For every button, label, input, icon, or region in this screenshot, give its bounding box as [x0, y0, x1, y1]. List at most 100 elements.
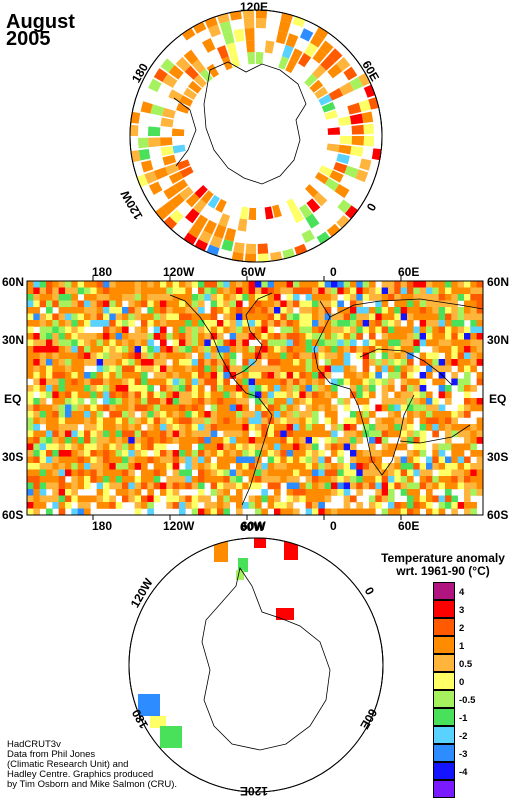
anomaly-cell	[343, 281, 351, 288]
anomaly-cell	[331, 287, 338, 295]
anomaly-cell	[141, 417, 148, 425]
anomaly-cell	[52, 346, 59, 353]
anomaly-cell	[451, 372, 458, 379]
anomaly-cell	[115, 339, 123, 347]
anomaly-cell	[407, 359, 414, 366]
anomaly-cell	[432, 417, 439, 425]
legend-tick-label: 2	[459, 623, 465, 634]
anomaly-cell	[153, 398, 161, 405]
anomaly-cell	[274, 372, 281, 379]
anomaly-cell	[248, 320, 256, 327]
anomaly-cell	[248, 385, 256, 392]
anomaly-cell	[369, 313, 376, 321]
anomaly-cell	[343, 482, 351, 490]
anomaly-cell	[236, 333, 243, 340]
anomaly-cell	[179, 495, 186, 503]
anomaly-cell	[141, 502, 148, 509]
anomaly-cell	[204, 437, 211, 444]
anomaly-cell	[248, 411, 256, 418]
anomaly-cell	[115, 378, 123, 386]
anomaly-cell	[46, 339, 53, 347]
title-year: 2005	[6, 28, 51, 50]
legend-swatch	[433, 744, 455, 762]
anomaly-cell	[204, 411, 211, 418]
anomaly-cell	[160, 450, 167, 457]
anomaly-cell	[312, 469, 319, 477]
anomaly-cell	[457, 333, 465, 340]
anomaly-cell	[388, 294, 395, 301]
anomaly-cell	[33, 469, 40, 477]
anomaly-cell	[191, 307, 199, 314]
mid-bottom-label-120w: 120W	[163, 519, 195, 533]
anomaly-cell	[223, 313, 230, 321]
anomaly-cell	[160, 437, 167, 444]
anomaly-cell	[255, 307, 262, 314]
anomaly-cell	[286, 404, 294, 412]
anomaly-cell	[130, 111, 141, 124]
anomaly-cell	[172, 352, 180, 360]
anomaly-cell	[407, 476, 414, 483]
anomaly-cell	[426, 398, 433, 405]
anomaly-cell	[356, 307, 363, 314]
anomaly-cell	[445, 417, 452, 425]
anomaly-cell	[362, 476, 370, 483]
anomaly-cell	[236, 489, 243, 496]
anomaly-cell	[419, 469, 427, 477]
anomaly-cell	[128, 450, 135, 457]
anomaly-cell	[198, 359, 205, 366]
legend-tick-label: 0	[459, 677, 465, 688]
anomaly-cell	[134, 417, 142, 425]
anomaly-cell	[432, 320, 439, 327]
anomaly-cell	[312, 456, 319, 464]
anomaly-cell	[464, 346, 471, 353]
anomaly-cell	[179, 385, 186, 392]
anomaly-cell	[71, 346, 78, 353]
anomaly-cell	[160, 352, 167, 360]
anomaly-cell	[286, 411, 294, 418]
anomaly-cell	[286, 489, 294, 496]
anomaly-cell	[457, 482, 465, 490]
anomaly-cell	[419, 411, 427, 418]
anomaly-cell	[141, 411, 148, 418]
anomaly-cell	[470, 469, 477, 477]
anomaly-cell	[58, 495, 66, 503]
anomaly-cell	[179, 424, 186, 431]
anomaly-cell	[239, 206, 249, 220]
anomaly-cell	[267, 424, 275, 431]
anomaly-cell	[312, 391, 319, 399]
anomaly-cell	[343, 469, 351, 477]
anomaly-cell	[267, 320, 275, 327]
anomaly-cell	[109, 313, 116, 321]
anomaly-cell	[255, 424, 262, 431]
anomaly-cell	[324, 391, 332, 399]
anomaly-cell	[198, 430, 205, 438]
anomaly-cell	[457, 404, 465, 412]
anomaly-cell	[457, 463, 465, 470]
anomaly-cell	[27, 320, 34, 327]
anomaly-cell	[413, 469, 420, 477]
legend-tick-label: -3	[459, 749, 468, 760]
anomaly-cell	[331, 346, 338, 353]
anomaly-cell	[451, 411, 458, 418]
anomaly-cell	[115, 411, 123, 418]
anomaly-cell	[274, 437, 281, 444]
anomaly-cell	[331, 378, 338, 386]
mid-top-label-60w: 60W	[241, 265, 266, 279]
anomaly-cell	[115, 469, 123, 477]
anomaly-cell	[217, 281, 224, 288]
anomaly-cell	[255, 443, 262, 451]
anomaly-cell	[185, 320, 192, 327]
anomaly-cell	[229, 437, 237, 444]
anomaly-cell	[109, 365, 116, 373]
anomaly-cell	[248, 450, 256, 457]
anomaly-cell	[299, 482, 306, 490]
anomaly-cell	[138, 148, 151, 161]
anomaly-cell	[445, 339, 452, 347]
anomaly-cell	[312, 417, 319, 425]
anomaly-cell	[316, 231, 331, 245]
anomaly-cell	[331, 339, 338, 347]
anomaly-cell	[400, 333, 408, 340]
anomaly-cell	[324, 443, 332, 451]
anomaly-cell	[305, 502, 313, 509]
anomaly-cell	[381, 352, 389, 360]
